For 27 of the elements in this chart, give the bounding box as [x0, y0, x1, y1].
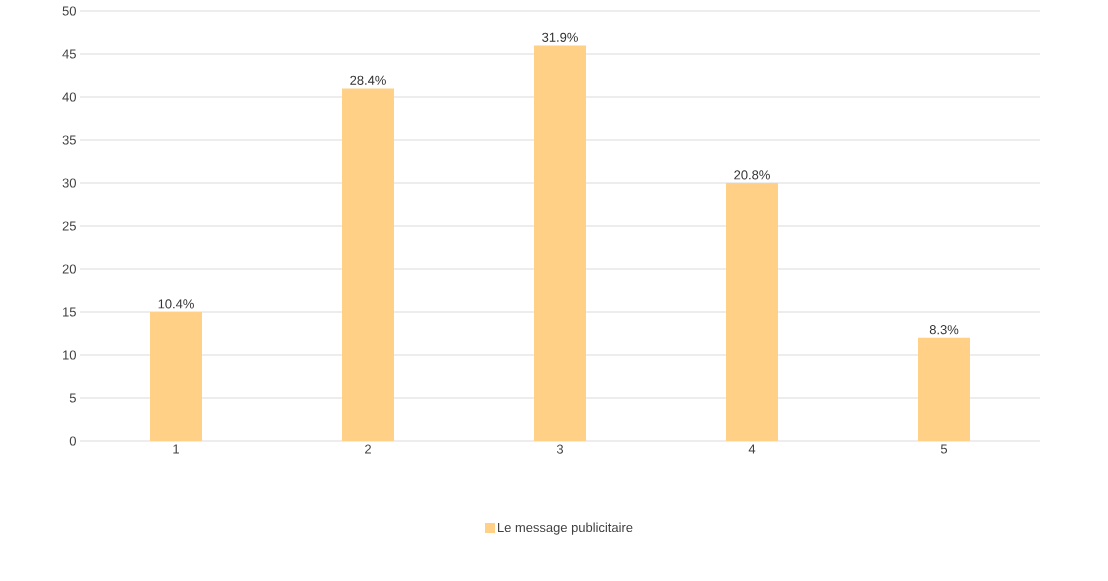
y-tick-label: 40	[62, 92, 76, 102]
y-tick-label: 50	[62, 6, 76, 16]
bar	[918, 337, 970, 441]
legend-label: Le message publicitaire	[498, 522, 633, 535]
bar	[534, 45, 586, 441]
y-tick-label: 30	[62, 178, 76, 188]
x-tick-label: 3	[556, 444, 564, 454]
annotation: 10.4%	[158, 299, 194, 309]
y-tick-label: 0	[69, 436, 76, 446]
annotation: 31.9%	[542, 32, 578, 42]
annotation: 8.3%	[929, 325, 959, 335]
bar	[150, 312, 202, 441]
annotation: 20.8%	[734, 170, 770, 180]
y-tick-label: 20	[62, 264, 76, 274]
bar	[342, 88, 394, 441]
bar	[726, 183, 778, 441]
y-tick-label: 25	[62, 221, 76, 231]
y-tick-label: 5	[69, 393, 76, 403]
annotation: 28.4%	[350, 75, 386, 85]
y-tick-label: 35	[62, 135, 76, 145]
x-tick-label: 1	[173, 444, 179, 454]
x-tick-label: 4	[748, 444, 756, 454]
x-tick-label: 5	[940, 444, 948, 454]
y-tick-label: 10	[63, 350, 76, 360]
y-tick-label: 45	[62, 49, 76, 59]
y-tick-label: 15	[63, 307, 76, 317]
x-tick-label: 2	[365, 444, 371, 454]
